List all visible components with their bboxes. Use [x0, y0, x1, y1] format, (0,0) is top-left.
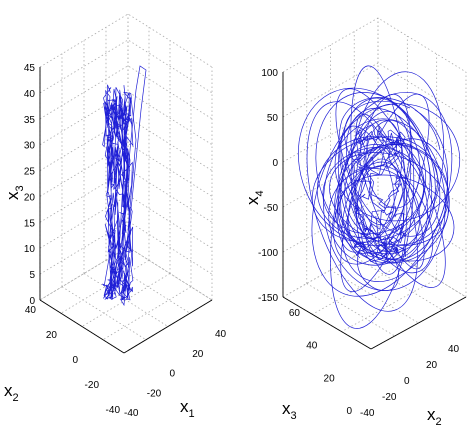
z-tick-label: 45	[24, 63, 36, 74]
grid-line	[354, 256, 443, 311]
y-tick-label: 20	[324, 373, 336, 384]
y-tick-label: 60	[289, 308, 301, 319]
grid-line	[39, 246, 213, 301]
grid-line	[39, 65, 213, 120]
z-tick-label: 5	[29, 270, 35, 281]
z-tick-label: 10	[24, 244, 36, 255]
x-tick-label: -20	[147, 388, 162, 399]
z-tick-label: 0	[29, 296, 35, 307]
y-tick-label: 40	[25, 305, 37, 316]
plot-1-x-axis	[123, 299, 213, 354]
z-tick-label: 15	[24, 218, 36, 229]
grid-line	[39, 246, 129, 301]
y-tick-label: 20	[46, 330, 58, 341]
trajectory-loop	[311, 136, 439, 243]
plot-1: 0 5 10 15 20 25 30 35 40 45 40 20 0 -20 -40 -40 -20 0 20 40…	[3, 13, 227, 420]
x-tick-label: 40	[448, 344, 460, 355]
z-tick-label: 25	[24, 167, 36, 178]
grid-line	[306, 283, 395, 337]
x-tick-label: -20	[382, 392, 397, 403]
grid-line	[39, 194, 213, 249]
z-tick-label: 50	[267, 113, 279, 124]
z-tick-label: 40	[24, 89, 36, 100]
z-tick-label: 0	[272, 158, 278, 169]
grid-line	[330, 269, 419, 324]
x-tick-label: 0	[170, 369, 176, 380]
trajectory-series	[379, 109, 449, 261]
grid-line	[282, 17, 467, 73]
trajectory-loop	[341, 138, 449, 282]
y-tick-label: 40	[306, 341, 318, 352]
trajectory-loop	[328, 168, 421, 266]
plot-2-y-axis	[282, 296, 372, 350]
trajectory-series	[121, 65, 147, 261]
trajectory-series	[117, 97, 137, 271]
y-axis-label: x3	[282, 399, 297, 422]
z-tick-label: 20	[24, 192, 36, 203]
z-tick-label: -100	[258, 248, 278, 259]
z-tick-label: 30	[24, 141, 36, 152]
trajectory-loop	[350, 65, 408, 275]
grid-line	[81, 273, 171, 327]
x-tick-label: 0	[404, 376, 410, 387]
y-tick-label: 0	[346, 406, 352, 417]
trajectory-series	[350, 124, 407, 264]
z-tick-label: -50	[264, 203, 279, 214]
grid-line	[83, 273, 169, 327]
x-axis-label: x1	[180, 397, 195, 420]
y-axis-label: x2	[4, 381, 19, 404]
grid-line	[39, 142, 213, 197]
z-axis-label: x4	[243, 190, 266, 205]
y-tick-label: -40	[106, 405, 121, 416]
trajectory-loop	[355, 113, 425, 270]
grid-line	[102, 286, 192, 341]
plot-2: -150 -100 -50 0 50 100 60 40 20 0 -40 -20 0 20 40 x4 x3 x…	[243, 17, 467, 428]
trajectory-loop	[297, 87, 431, 246]
trajectory-loop	[336, 119, 403, 253]
plot-2-x-axis	[370, 296, 467, 350]
grid-line	[61, 286, 147, 341]
grid-line	[39, 39, 213, 94]
z-tick-label: 100	[261, 68, 278, 79]
grid-line	[127, 246, 213, 301]
plot-1-y-axis	[39, 299, 125, 354]
z-tick-label: -150	[258, 293, 278, 304]
grid-line	[282, 197, 467, 253]
trajectory-loop	[337, 144, 428, 260]
trajectory-loop	[344, 143, 449, 246]
grid-line	[39, 168, 213, 223]
trajectory-loop	[322, 147, 425, 235]
grid-line	[39, 91, 213, 146]
trajectory-loop	[306, 101, 418, 312]
trajectory-loop	[333, 161, 405, 265]
trajectory-series	[120, 279, 127, 307]
x-tick-label: 20	[426, 360, 438, 371]
y-tick-label: 0	[72, 355, 78, 366]
trajectory-series	[337, 189, 361, 259]
grid-line	[39, 13, 213, 68]
x-tick-label: 20	[192, 349, 204, 360]
z-axis-label: x3	[3, 185, 26, 200]
y-tick-label: -20	[85, 380, 100, 391]
grid-line	[39, 117, 213, 171]
x-axis-label: x2	[427, 405, 442, 428]
x-tick-label: -40	[124, 408, 139, 419]
grid-line	[39, 220, 213, 275]
trajectory-loop	[354, 93, 411, 240]
trajectory-series	[344, 100, 411, 168]
trajectory-loop	[340, 93, 430, 293]
x-tick-label: -40	[360, 408, 375, 419]
z-tick-label: 35	[24, 115, 36, 126]
grid-line	[60, 259, 150, 314]
trajectory-loop	[340, 103, 413, 244]
x-tick-label: 40	[215, 329, 227, 340]
